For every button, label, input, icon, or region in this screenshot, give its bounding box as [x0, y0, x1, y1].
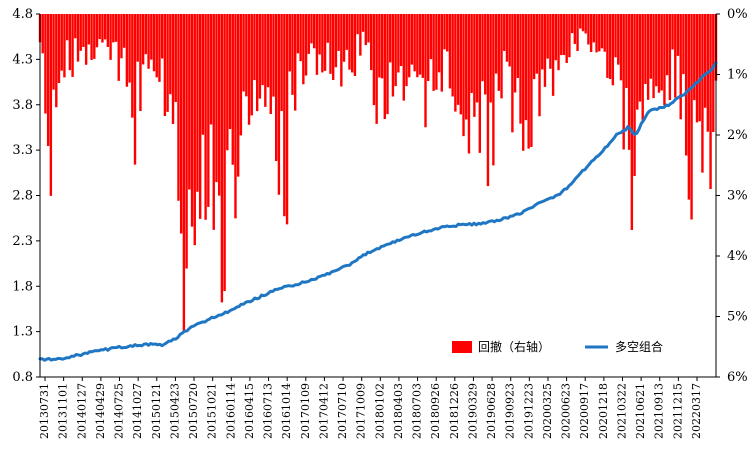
x-axis-tick-label: 20201218: [597, 383, 610, 439]
left-axis-tick-label: 1.8: [12, 279, 33, 294]
x-axis-tick-label: 20180102: [373, 383, 386, 439]
x-axis-tick-label: 20220317: [690, 383, 703, 439]
left-axis-tick-label: 0.8: [12, 370, 33, 385]
left-axis-tick-label: 2.3: [12, 234, 33, 249]
x-axis-tick-label: 20131101: [57, 383, 70, 439]
left-axis-tick-label: 1.3: [12, 325, 33, 340]
x-axis-tick-label: 20150423: [168, 383, 181, 439]
x-axis-tick-label: 20150720: [187, 383, 200, 439]
x-axis-tick-label: 20170412: [317, 383, 330, 439]
axes: 0.8 1.3 1.8 2.3 2.8 3.3 3.8 4.3 4.8 0% 1% 2% 3% 4% 5% 6…: [12, 7, 747, 439]
legend: 回撤（右轴） 多空组合: [452, 339, 663, 354]
left-axis-tick-label: 4.8: [12, 7, 33, 22]
long-short-line-layer: [38, 61, 718, 362]
right-axis-tick-label: 5%: [727, 310, 748, 325]
x-axis-tick-label: 20190923: [504, 383, 517, 439]
legend-drawdown-label: 回撤（右轴）: [478, 339, 550, 354]
x-axis-tick-label: 20171009: [355, 383, 368, 439]
x-axis-tick-label: 20160415: [243, 383, 256, 439]
drawdown-bars: [38, 14, 718, 333]
left-axis-tick-label: 3.3: [12, 143, 33, 158]
x-axis-tick-label: 20161014: [280, 383, 293, 439]
x-axis-tick-label: 20151021: [206, 383, 219, 439]
x-axis-tick-label: 20130731: [38, 383, 51, 439]
legend-drawdown-swatch: [452, 341, 472, 353]
x-axis-tick-label: 20140725: [113, 383, 126, 439]
right-axis-tick-label: 1%: [727, 68, 748, 83]
long-short-line: [38, 61, 718, 362]
right-axis-tick-label: 2%: [727, 128, 748, 143]
x-axis-tick-label: 20200623: [560, 383, 573, 439]
right-axis-tick-label: 0%: [727, 7, 748, 22]
left-axis-tick-label: 3.8: [12, 98, 33, 113]
x-axis-tick-label: 20211215: [671, 383, 684, 439]
x-axis-tick-label: 20190628: [485, 383, 498, 439]
x-axis-tick-label: 20180926: [429, 383, 442, 439]
x-axis-tick-label: 20181226: [448, 383, 461, 439]
x-axis-tick-label: 20200325: [541, 383, 554, 439]
x-axis-tick-label: 20190329: [466, 383, 479, 439]
legend-long-short-label: 多空组合: [615, 339, 663, 354]
x-axis-tick-label: 20210913: [653, 383, 666, 439]
x-axis-tick-label: 20180403: [392, 383, 405, 439]
x-axis-tick-label: 20140127: [75, 383, 88, 439]
right-axis-tick-label: 6%: [727, 370, 748, 385]
right-axis-tick-label: 3%: [727, 189, 748, 204]
x-axis-tick-label: 20160713: [262, 383, 275, 439]
x-axis-tick-label: 20180703: [411, 383, 424, 439]
x-axis-tick-label: 20160114: [224, 383, 237, 439]
x-axis-tick-label: 20140429: [94, 383, 107, 439]
x-axis-tick-label: 20191223: [522, 383, 535, 439]
x-axis-tick-label: 20210322: [615, 383, 628, 439]
left-axis-tick-label: 4.3: [12, 52, 33, 67]
x-axis-tick-label: 20170710: [336, 383, 349, 439]
x-axis-tick-label: 20210621: [634, 383, 647, 439]
x-axis-tick-label: 20170109: [299, 383, 312, 439]
x-axis-tick-label: 20200917: [578, 383, 591, 439]
x-axis-tick-label: 20141027: [131, 383, 144, 439]
right-axis-tick-label: 4%: [727, 249, 748, 264]
x-axis-tick-label: 20150121: [150, 383, 163, 439]
left-axis-tick-label: 2.8: [12, 189, 33, 204]
